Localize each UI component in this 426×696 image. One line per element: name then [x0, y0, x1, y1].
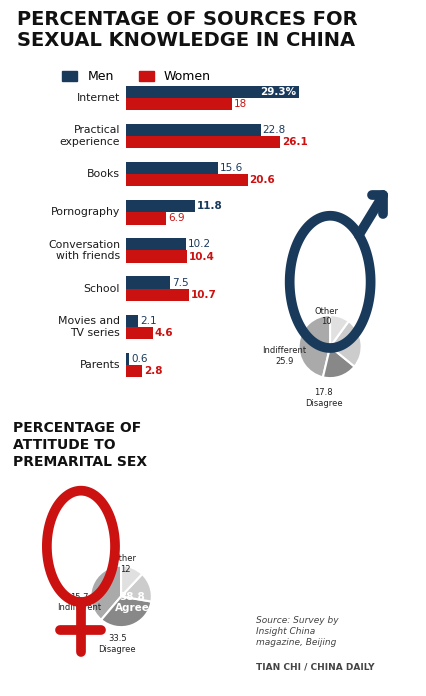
- Text: 26.1: 26.1: [282, 137, 308, 147]
- Text: PERCENTAGE OF SOURCES FOR: PERCENTAGE OF SOURCES FOR: [17, 10, 358, 29]
- Bar: [126, 365, 142, 377]
- Text: SEXUAL KNOWLEDGE IN CHINA: SEXUAL KNOWLEDGE IN CHINA: [17, 31, 355, 50]
- Wedge shape: [323, 347, 354, 378]
- Text: 33.5
Disagree: 33.5 Disagree: [98, 634, 136, 654]
- Bar: [126, 162, 218, 174]
- Bar: [126, 86, 299, 98]
- Bar: [126, 251, 187, 262]
- Wedge shape: [330, 315, 348, 347]
- Text: 10.7: 10.7: [191, 290, 217, 300]
- Text: 10.4: 10.4: [189, 251, 215, 262]
- Text: 11.8: 11.8: [197, 201, 223, 212]
- Bar: [126, 174, 248, 187]
- Text: TIAN CHI / CHINA DAILY: TIAN CHI / CHINA DAILY: [256, 663, 374, 672]
- Text: 38.8
Agree: 38.8 Agree: [115, 592, 150, 613]
- Bar: [126, 327, 153, 339]
- Text: 4.6: 4.6: [155, 328, 173, 338]
- Bar: [126, 289, 189, 301]
- Text: 15.7
Indifferent: 15.7 Indifferent: [57, 593, 101, 612]
- Text: 17.8
Disagree: 17.8 Disagree: [305, 388, 343, 408]
- Text: Other
12: Other 12: [113, 555, 137, 574]
- Legend: Men, Women: Men, Women: [58, 65, 216, 88]
- Text: 10.2: 10.2: [188, 239, 211, 249]
- Wedge shape: [121, 566, 142, 596]
- Text: Indifferent
25.9: Indifferent 25.9: [262, 347, 307, 366]
- Bar: [126, 276, 170, 289]
- Bar: [126, 136, 280, 148]
- Bar: [126, 353, 129, 365]
- Bar: [126, 98, 232, 110]
- Bar: [126, 315, 138, 327]
- Text: 18: 18: [234, 99, 247, 109]
- Wedge shape: [90, 566, 121, 620]
- Wedge shape: [101, 596, 151, 627]
- Bar: [126, 124, 261, 136]
- Text: 20.6: 20.6: [249, 175, 275, 185]
- Text: 2.8: 2.8: [144, 366, 162, 376]
- Bar: [126, 200, 196, 212]
- Text: PERCENTAGE OF
ATTITUDE TO
PREMARITAL SEX: PERCENTAGE OF ATTITUDE TO PREMARITAL SEX: [13, 421, 147, 468]
- Text: Source: Survey by
Insight China
magazine, Beijing: Source: Survey by Insight China magazine…: [256, 616, 338, 647]
- Text: 2.1: 2.1: [140, 316, 156, 326]
- Wedge shape: [330, 321, 362, 367]
- Text: 22.8: 22.8: [262, 125, 285, 135]
- Text: 29.3%: 29.3%: [260, 87, 296, 97]
- Text: 0.6: 0.6: [131, 354, 147, 364]
- Text: 46.3
Agree: 46.3 Agree: [301, 379, 336, 401]
- Text: 7.5: 7.5: [172, 278, 188, 287]
- Text: Other
10: Other 10: [314, 307, 338, 326]
- Bar: [126, 212, 167, 225]
- Text: 15.6: 15.6: [220, 163, 243, 173]
- Bar: [126, 238, 186, 251]
- Wedge shape: [121, 574, 152, 601]
- Wedge shape: [299, 315, 330, 377]
- Text: 6.9: 6.9: [168, 214, 185, 223]
